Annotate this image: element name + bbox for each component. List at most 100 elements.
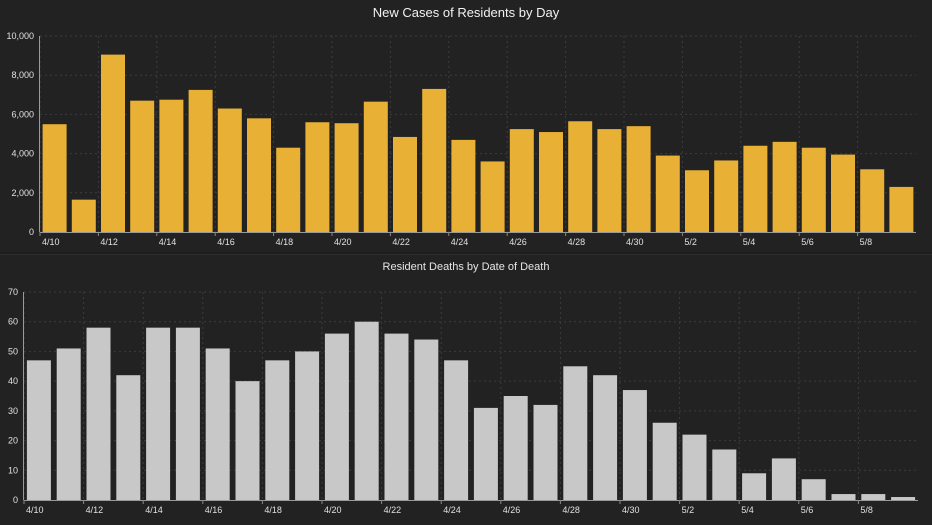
new-cases-bar[interactable] — [539, 132, 563, 232]
resident-deaths-bar[interactable] — [712, 449, 737, 500]
new-cases-bar[interactable] — [568, 121, 593, 232]
x-tick-label: 4/30 — [626, 237, 644, 247]
x-tick-label: 4/20 — [334, 237, 352, 247]
resident-deaths-bar[interactable] — [593, 375, 618, 500]
resident-deaths-bar[interactable] — [265, 360, 290, 500]
resident-deaths-bar[interactable] — [742, 473, 767, 500]
new-cases-bar[interactable] — [130, 100, 155, 233]
new-cases-bar[interactable] — [714, 160, 739, 232]
x-tick-label: 5/2 — [684, 237, 697, 247]
x-tick-label: 4/28 — [568, 237, 586, 247]
y-tick-label: 30 — [8, 406, 18, 416]
new-cases-bar[interactable] — [626, 126, 651, 232]
x-tick-label: 5/2 — [682, 505, 695, 515]
new-cases-bar[interactable] — [743, 145, 768, 232]
new-cases-bar[interactable] — [685, 170, 709, 232]
new-cases-bar[interactable] — [188, 89, 213, 233]
resident-deaths-bar[interactable] — [444, 360, 469, 500]
resident-deaths-bar[interactable] — [86, 327, 111, 500]
new-cases-chart-title: New Cases of Residents by Day — [372, 5, 560, 20]
y-tick-label: 50 — [8, 346, 18, 356]
resident-deaths-bar[interactable] — [503, 396, 528, 500]
resident-deaths-bar[interactable] — [56, 348, 81, 500]
x-tick-label: 4/10 — [26, 505, 44, 515]
resident-deaths-chart-title: Resident Deaths by Date of Death — [382, 261, 550, 273]
new-cases-bar[interactable] — [101, 54, 125, 233]
resident-deaths-bar[interactable] — [354, 321, 379, 500]
resident-deaths-bar[interactable] — [235, 381, 260, 500]
resident-deaths-bar[interactable] — [563, 366, 588, 500]
x-tick-label: 5/4 — [743, 237, 756, 247]
new-cases-bar[interactable] — [480, 161, 505, 232]
x-tick-label: 4/26 — [509, 237, 527, 247]
x-tick-label: 4/16 — [205, 505, 223, 515]
resident-deaths-chart: 0 10 20 30 40 50 60 70 4/10 4/12 4/14 4/16 4/18 4/20 4… — [8, 287, 918, 515]
resident-deaths-bar[interactable] — [831, 494, 856, 500]
new-cases-bar[interactable] — [42, 124, 67, 232]
new-cases-bar[interactable] — [801, 147, 826, 232]
resident-deaths-bar[interactable] — [801, 479, 826, 500]
resident-deaths-bar[interactable] — [414, 339, 439, 500]
resident-deaths-bar[interactable] — [622, 390, 647, 500]
new-cases-bar[interactable] — [334, 123, 359, 232]
new-cases-bar[interactable] — [217, 108, 242, 232]
x-tick-label: 5/6 — [801, 505, 814, 515]
y-tick-label: 8,000 — [11, 70, 34, 80]
resident-deaths-bar[interactable] — [205, 348, 230, 500]
resident-deaths-bar[interactable] — [861, 494, 886, 500]
x-tick-label: 4/30 — [622, 505, 640, 515]
x-tick-label: 4/18 — [276, 237, 294, 247]
resident-deaths-bar[interactable] — [533, 404, 558, 500]
new-cases-bar[interactable] — [889, 186, 914, 232]
resident-deaths-bar[interactable] — [324, 333, 349, 500]
x-tick-label: 5/8 — [860, 237, 873, 247]
new-cases-bar[interactable] — [772, 141, 797, 232]
y-tick-label: 10 — [8, 465, 18, 475]
new-cases-bar[interactable] — [422, 88, 447, 232]
y-tick-label: 70 — [8, 287, 18, 297]
resident-deaths-bar[interactable] — [652, 422, 677, 500]
resident-deaths-bar[interactable] — [891, 497, 916, 500]
new-cases-bar[interactable] — [451, 139, 476, 232]
y-tick-label: 0 — [13, 495, 18, 505]
new-cases-bar[interactable] — [655, 155, 680, 232]
resident-deaths-bar[interactable] — [116, 375, 141, 500]
x-tick-label: 4/22 — [384, 505, 402, 515]
resident-deaths-bar[interactable] — [26, 360, 51, 500]
x-tick-label: 4/20 — [324, 505, 342, 515]
y-tick-label: 4,000 — [11, 149, 34, 159]
resident-deaths-bar[interactable] — [682, 434, 707, 500]
x-tick-label: 4/16 — [217, 237, 235, 247]
resident-deaths-bar[interactable] — [146, 327, 171, 500]
y-tick-label: 20 — [8, 436, 18, 446]
new-cases-bar[interactable] — [305, 122, 330, 232]
new-cases-panel: New Cases of Residents by Day 0 2,000 4,00… — [0, 0, 932, 252]
x-tick-label: 4/26 — [503, 505, 521, 515]
y-tick-label: 2,000 — [11, 188, 34, 198]
new-cases-bar[interactable] — [159, 99, 184, 232]
new-cases-bar[interactable] — [831, 154, 855, 232]
resident-deaths-bar[interactable] — [295, 351, 320, 500]
resident-deaths-panel: Resident Deaths by Date of Death 0 10 20 30… — [0, 254, 932, 525]
new-cases-bar[interactable] — [276, 147, 301, 232]
new-cases-bar[interactable] — [860, 169, 885, 232]
x-tick-label: 4/12 — [86, 505, 104, 515]
new-cases-bar[interactable] — [363, 101, 388, 232]
x-tick-label: 4/18 — [264, 505, 282, 515]
x-tick-label: 5/8 — [860, 505, 873, 515]
y-tick-label: 60 — [8, 317, 18, 327]
resident-deaths-bar[interactable] — [175, 327, 200, 500]
new-cases-bar[interactable] — [393, 136, 417, 232]
resident-deaths-bar[interactable] — [771, 458, 796, 500]
new-cases-bar[interactable] — [247, 118, 271, 232]
resident-deaths-bar[interactable] — [384, 333, 409, 500]
y-tick-label: 6,000 — [11, 109, 34, 119]
x-tick-label: 4/28 — [562, 505, 580, 515]
x-tick-label: 4/14 — [159, 237, 177, 247]
new-cases-bar[interactable] — [597, 129, 622, 232]
x-tick-label: 4/12 — [100, 237, 118, 247]
new-cases-bar[interactable] — [71, 199, 96, 232]
new-cases-bar[interactable] — [509, 129, 534, 232]
resident-deaths-bar[interactable] — [473, 407, 498, 500]
